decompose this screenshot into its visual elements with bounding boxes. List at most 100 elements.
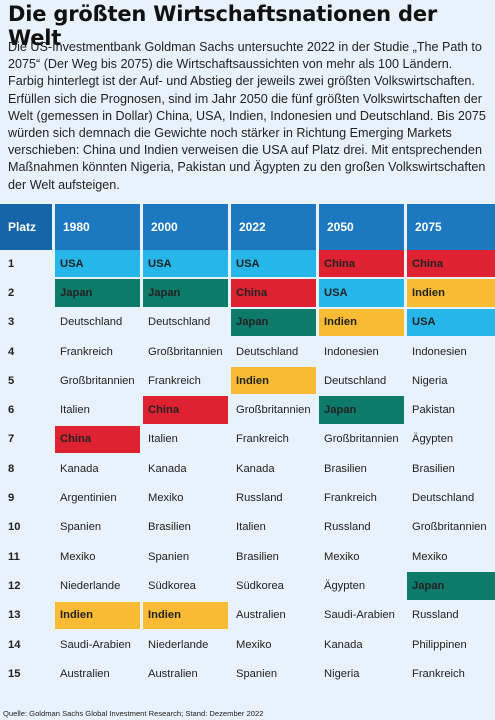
intro-text: Die US-Investmentbank Goldman Sachs unte… [8,40,486,192]
country-cell: Großbritannien [407,514,495,543]
country-cell: Spanien [231,660,319,690]
country-cell: Frankreich [55,337,143,368]
rank-cell: 11 [0,542,55,573]
table-row: 14 Saudi-Arabien Niederlande Mexiko Kanada Ph… [0,630,495,661]
table-row: 7 China Italien Frankreich Großbritannien Ägy… [0,425,495,456]
country-cell: Philippinen [407,631,495,661]
country-cell: Kanada [319,630,407,661]
country-cell: Deutschland [55,308,143,338]
table-row: 2 Japan Japan China USA Indien [0,279,495,309]
country-cell: China [55,425,143,456]
country-cell: Indien [319,308,407,338]
source-note: Quelle: Goldman Sachs Global Investment … [3,709,264,718]
rank-cell: 15 [0,660,55,690]
country-cell: Russland [231,484,319,514]
country-cell: China [319,250,407,280]
table-row: 9 Argentinien Mexiko Russland Frankreich Deut… [0,484,495,514]
country-cell: Deutschland [407,484,495,514]
country-cell: USA [407,308,495,338]
country-cell: Mexiko [143,484,231,514]
country-cell: Japan [143,279,231,309]
country-cell: Japan [55,279,143,309]
rank-cell: 8 [0,455,55,485]
rank-cell: 7 [0,425,55,456]
country-cell: Mexiko [319,542,407,573]
rank-cell: 4 [0,337,55,368]
column-header-year: 2050 [319,204,407,250]
country-cell: Großbritannien [231,396,319,426]
rank-cell: 14 [0,630,55,661]
country-cell: Kanada [231,455,319,485]
table-row: 5 Großbritannien Frankreich Indien Deutschla… [0,367,495,397]
country-cell: Südkorea [143,572,231,602]
ranking-table: Platz 1980 2000 2022 2050 2075 1 USA USA USA Chin… [0,204,495,690]
country-cell: Argentinien [55,484,143,514]
country-cell: Indien [407,279,495,309]
country-cell: USA [143,250,231,280]
column-header-platz: Platz [0,204,55,250]
country-cell: Frankreich [231,425,319,456]
country-cell: Großbritannien [55,367,143,397]
country-cell: Pakistan [407,396,495,426]
rank-cell: 5 [0,367,55,397]
column-header-year: 1980 [55,204,143,250]
country-cell: Frankreich [407,660,495,690]
country-cell: Niederlande [143,630,231,661]
country-cell: Spanien [55,513,143,543]
country-cell: Indien [143,601,231,631]
country-cell: Brasilien [407,455,495,485]
country-cell: Brasilien [319,455,407,485]
country-cell: Saudi-Arabien [55,630,143,661]
country-cell: Indonesien [319,337,407,368]
country-cell: Mexiko [231,630,319,661]
country-cell: Italien [231,513,319,543]
country-cell: Indien [231,367,319,397]
table-row: 1 USA USA USA China China [0,250,495,280]
country-cell: Frankreich [319,484,407,514]
country-cell: USA [55,250,143,280]
country-cell: China [143,396,231,426]
table-row: 4 Frankreich Großbritannien Deutschland Indo… [0,337,495,368]
rank-cell: 6 [0,396,55,426]
country-cell: Saudi-Arabien [319,601,407,631]
country-cell: Kanada [143,455,231,485]
country-cell: China [231,279,319,309]
country-cell: Südkorea [231,572,319,602]
country-cell: Spanien [143,542,231,573]
country-cell: Mexiko [55,542,143,573]
country-cell: USA [319,279,407,309]
page-title: Die größten Wirtschaftsnationen der Welt [8,2,438,50]
table-row: 8 Kanada Kanada Kanada Brasilien Brasilien [0,455,495,485]
country-cell: Ägypten [319,572,407,602]
country-cell: Italien [55,396,143,426]
country-cell: Frankreich [143,367,231,397]
country-cell: Nigeria [407,367,495,397]
rank-cell: 9 [0,484,55,514]
country-cell: Deutschland [231,337,319,368]
table-header-row: Platz 1980 2000 2022 2050 2075 [0,204,495,250]
column-header-year: 2022 [231,204,319,250]
country-cell: China [407,250,495,280]
country-cell: Deutschland [319,367,407,397]
country-cell: Australien [231,601,319,631]
country-cell: Großbritannien [319,425,407,456]
country-cell: Großbritannien [143,337,231,368]
country-cell: Russland [407,602,495,631]
table-row: 10 Spanien Brasilien Italien Russland Großbri… [0,513,495,543]
country-cell: Mexiko [407,543,495,573]
country-cell: Brasilien [143,513,231,543]
country-cell: Italien [143,425,231,456]
country-cell: Niederlande [55,572,143,602]
country-cell: Australien [143,660,231,690]
country-cell: Indonesien [407,338,495,368]
rank-cell: 1 [0,250,55,280]
country-cell: Japan [407,572,495,602]
country-cell: Japan [231,308,319,338]
rank-cell: 13 [0,601,55,631]
table-row: 6 Italien China Großbritannien Japan Pakistan [0,396,495,426]
column-header-year: 2000 [143,204,231,250]
country-cell: USA [231,250,319,280]
country-cell: Russland [319,513,407,543]
table-row: 11 Mexiko Spanien Brasilien Mexiko Mexiko [0,542,495,573]
country-cell: Nigeria [319,660,407,690]
